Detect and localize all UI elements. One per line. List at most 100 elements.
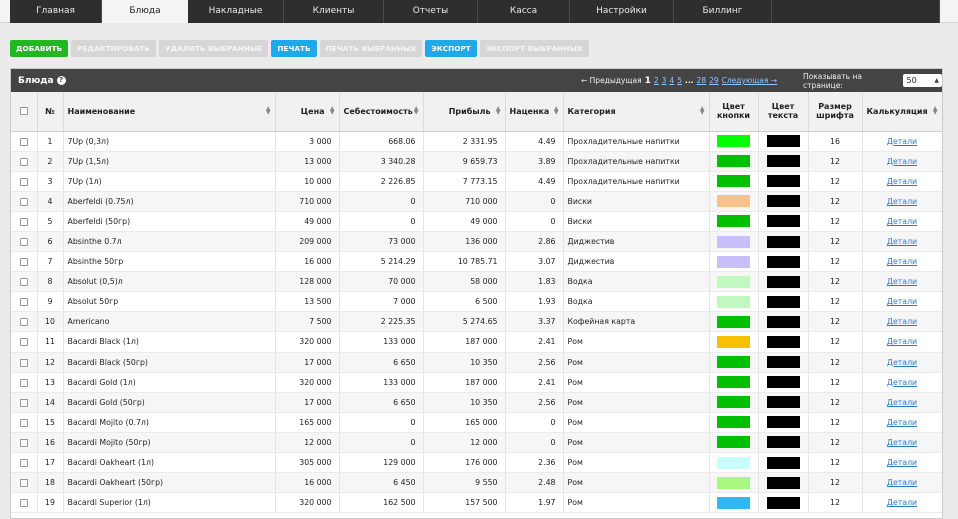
details-link[interactable]: Детали bbox=[886, 397, 918, 407]
export-button[interactable]: Экспорт bbox=[425, 40, 477, 57]
row-checkbox[interactable] bbox=[19, 318, 28, 327]
table-row[interactable]: 3 7Up (1л) 10 000 2 226.85 7 773.15 4.49 Прохл… bbox=[11, 171, 942, 192]
row-checkbox[interactable] bbox=[19, 499, 28, 508]
export-selected-button[interactable]: Экспорт выбранных bbox=[479, 40, 589, 57]
print-selected-button[interactable]: Печать выбранных bbox=[319, 40, 423, 57]
pager-page-link[interactable]: 4 bbox=[669, 76, 675, 85]
pager-page-link[interactable]: 2 bbox=[653, 76, 659, 85]
col-category[interactable]: Категория ▲ ▼ bbox=[563, 92, 710, 132]
col-markup[interactable]: Наценка ▲ ▼ bbox=[505, 92, 564, 132]
help-icon[interactable]: ? bbox=[56, 76, 66, 85]
details-link[interactable]: Детали bbox=[886, 176, 918, 186]
pager-page-link[interactable]: 5 bbox=[677, 76, 682, 85]
table-row[interactable]: 6 Absinthe 0.7л 209 000 73 000 136 000 2.86 Ди… bbox=[11, 231, 942, 253]
details-link[interactable]: Детали bbox=[886, 317, 918, 327]
row-checkbox[interactable] bbox=[19, 378, 28, 387]
table-row[interactable]: 9 Absolut 50гр 13 500 7 000 6 500 1.93 Водка 12… bbox=[11, 291, 942, 313]
table-row[interactable]: 12 Bacardi Black (50гр) 17 000 6 650 10 350 2… bbox=[11, 352, 942, 373]
row-checkbox[interactable] bbox=[19, 338, 28, 347]
details-link[interactable]: Детали bbox=[886, 337, 918, 347]
delete-selected-button[interactable]: Удалить выбранные bbox=[158, 40, 269, 57]
table-row[interactable]: 19 Bacardi Superior (1л) 320 000 162 500 157… bbox=[11, 492, 942, 514]
sort-icon: ▲ ▼ bbox=[699, 105, 705, 116]
table-row[interactable]: 7 Absinthe 50гр 16 000 5 214.29 10 785.71 3.0… bbox=[11, 251, 942, 273]
table-row[interactable]: 16 Bacardi Mojito (50гр) 12 000 0 12 000 0 Ром… bbox=[11, 432, 942, 454]
nav-tab[interactable]: Клиенты bbox=[284, 0, 384, 23]
pager-page-link[interactable]: 3 bbox=[661, 76, 667, 85]
table-row[interactable]: 8 Absolut (0,5)л 128 000 70 000 58 000 1.83 Во… bbox=[11, 271, 942, 293]
pager-prev[interactable]: ← Предыдущая bbox=[581, 76, 642, 85]
row-checkbox[interactable] bbox=[19, 258, 28, 267]
details-link[interactable]: Детали bbox=[886, 498, 918, 508]
details-link[interactable]: Детали bbox=[886, 257, 918, 267]
nav-tab[interactable]: Отчеты bbox=[384, 0, 478, 23]
table-row[interactable]: 2 7Up (1,5л) 13 000 3 340.28 9 659.73 3.89 Про… bbox=[11, 151, 942, 172]
text-color-swatch bbox=[766, 496, 800, 509]
add-button[interactable]: Добавить bbox=[10, 40, 69, 57]
row-checkbox[interactable] bbox=[19, 398, 28, 407]
col-name[interactable]: Наименование ▲ ▼ bbox=[63, 92, 276, 132]
button-color-cell bbox=[709, 171, 759, 192]
pager-next[interactable]: Следующая → bbox=[721, 76, 778, 85]
details-link[interactable]: Детали bbox=[886, 156, 918, 166]
table-row[interactable]: 11 Bacardi Black (1л) 320 000 133 000 187 00… bbox=[11, 331, 942, 353]
table-row[interactable]: 14 Bacardi Gold (50гр) 17 000 6 650 10 350 2.… bbox=[11, 392, 942, 413]
button-color-cell bbox=[709, 151, 759, 172]
details-link[interactable]: Детали bbox=[886, 237, 918, 247]
edit-button[interactable]: Редактировать bbox=[71, 40, 156, 57]
col-calculation[interactable]: Калькуляция ▲ ▼ bbox=[862, 92, 942, 132]
details-link[interactable]: Детали bbox=[886, 377, 918, 387]
row-checkbox[interactable] bbox=[19, 358, 28, 367]
details-link[interactable]: Детали bbox=[886, 136, 918, 146]
per-page-select[interactable]: 50 ▲▼ bbox=[902, 74, 942, 97]
button-color-swatch bbox=[717, 416, 750, 429]
nav-tab[interactable]: Главная bbox=[10, 0, 102, 23]
col-price[interactable]: Цена ▲ ▼ bbox=[275, 92, 340, 132]
row-select-cell bbox=[11, 472, 38, 494]
row-checkbox[interactable] bbox=[19, 197, 28, 206]
col-number[interactable]: № bbox=[37, 92, 64, 132]
row-checkbox[interactable] bbox=[19, 177, 28, 186]
print-button[interactable]: Печать bbox=[271, 40, 317, 57]
details-link[interactable]: Детали bbox=[886, 277, 918, 287]
col-cost[interactable]: Себестоимость ▲ ▼ bbox=[339, 92, 424, 132]
table-row[interactable]: 15 Bacardi Mojito (0.7л) 165 000 0 165 000 0 Р… bbox=[11, 412, 942, 433]
dish-category: Ром bbox=[563, 472, 710, 494]
row-checkbox[interactable] bbox=[19, 438, 28, 447]
nav-tab[interactable]: Накладные bbox=[188, 0, 284, 23]
nav-tab[interactable]: Блюда bbox=[102, 0, 188, 23]
table-row[interactable]: 5 Aberfeldi (50гр) 49 000 0 49 000 0 Виски 12 Де… bbox=[11, 211, 942, 232]
row-number: 2 bbox=[37, 151, 64, 172]
pager-page-link[interactable]: 29 bbox=[709, 76, 719, 85]
row-checkbox[interactable] bbox=[19, 157, 28, 166]
table-row[interactable]: 18 Bacardi Oakheart (50гр) 16 000 6 450 9 55… bbox=[11, 472, 942, 494]
row-checkbox[interactable] bbox=[19, 418, 28, 427]
details-link[interactable]: Детали bbox=[886, 357, 918, 367]
text-color-swatch bbox=[766, 195, 800, 208]
row-checkbox[interactable] bbox=[19, 459, 28, 468]
row-checkbox[interactable] bbox=[19, 479, 28, 488]
row-checkbox[interactable] bbox=[19, 278, 28, 287]
details-link[interactable]: Детали bbox=[886, 297, 918, 307]
row-checkbox[interactable] bbox=[19, 137, 28, 146]
row-checkbox[interactable] bbox=[19, 238, 28, 247]
table-row[interactable]: 10 Americano 7 500 2 225.35 5 274.65 3.37 Кофе… bbox=[11, 311, 942, 333]
details-link[interactable]: Детали bbox=[886, 216, 918, 226]
row-checkbox[interactable] bbox=[19, 217, 28, 226]
nav-tab[interactable]: Биллинг bbox=[674, 0, 772, 23]
select-all-checkbox[interactable] bbox=[19, 107, 28, 116]
col-profit[interactable]: Прибыль ▲ ▼ bbox=[423, 92, 506, 132]
row-checkbox[interactable] bbox=[19, 298, 28, 307]
table-row[interactable]: 4 Aberfeldi (0.75л) 710 000 0 710 000 0 Виски 1… bbox=[11, 191, 942, 212]
details-link[interactable]: Детали bbox=[886, 417, 918, 427]
nav-tab[interactable]: Касса bbox=[478, 0, 570, 23]
details-link[interactable]: Детали bbox=[886, 196, 918, 206]
details-link[interactable]: Детали bbox=[886, 458, 918, 468]
details-link[interactable]: Детали bbox=[886, 437, 918, 447]
pager-page-link[interactable]: 28 bbox=[696, 76, 707, 85]
nav-tab[interactable]: Настройки bbox=[570, 0, 674, 23]
details-link[interactable]: Детали bbox=[886, 478, 918, 488]
table-row[interactable]: 17 Bacardi Oakheart (1л) 305 000 129 000 176… bbox=[11, 452, 942, 474]
table-row[interactable]: 13 Bacardi Gold (1л) 320 000 133 000 187 000… bbox=[11, 372, 942, 393]
table-row[interactable]: 1 7Up (0,3л) 3 000 668.06 2 331.95 4.49 Прохла… bbox=[11, 131, 942, 152]
